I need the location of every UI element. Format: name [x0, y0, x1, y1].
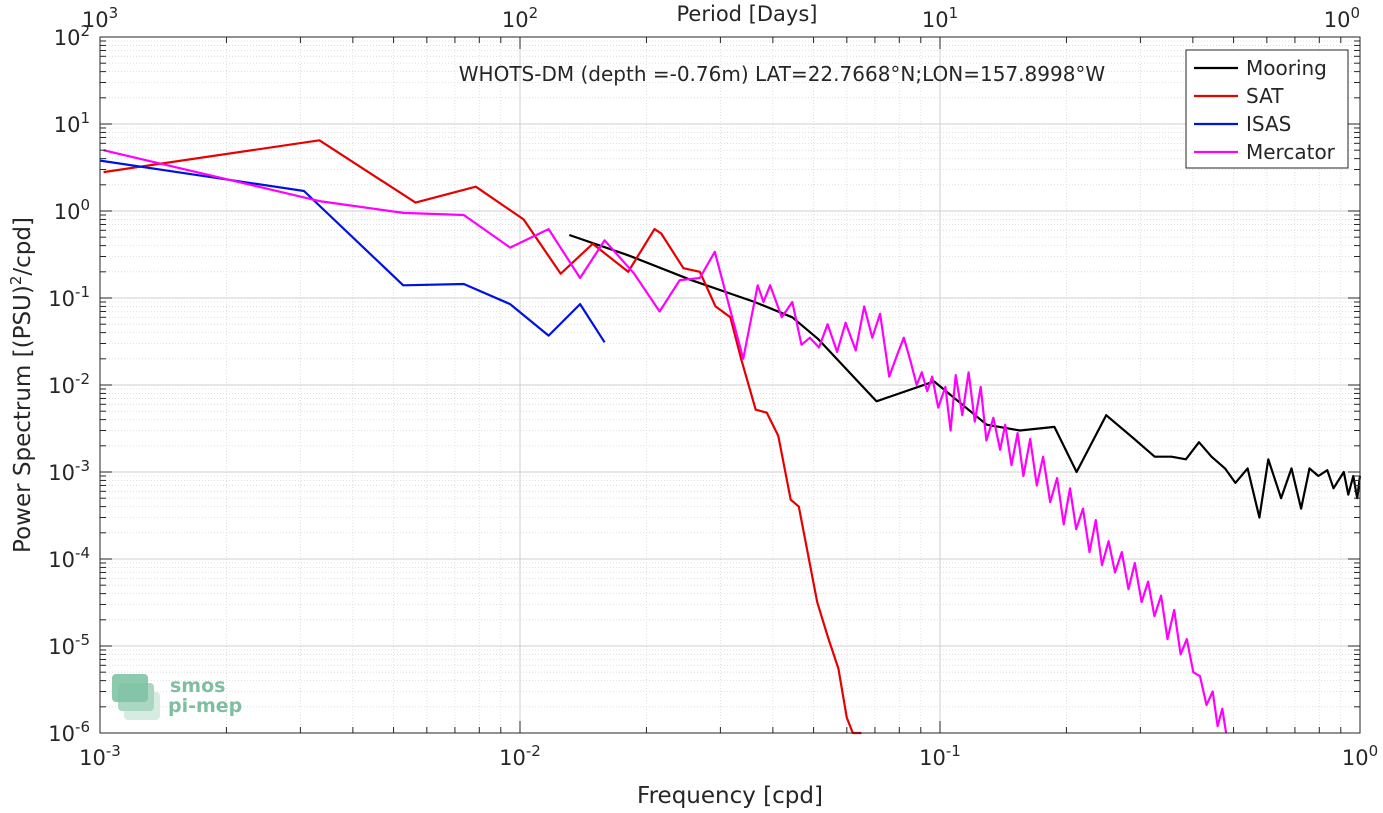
- series-line-isas: [99, 159, 606, 343]
- y-tick-label: 102: [54, 22, 90, 50]
- bottom-tick-labels: 10-3 10-2 10-1 100: [79, 742, 1378, 770]
- y-tick-label: 10-1: [48, 283, 90, 311]
- x-tick-label: 10-1: [919, 742, 961, 770]
- y-axis-label: Power Spectrum [(PSU)2/cpd]: [7, 217, 36, 553]
- tick-marks: [99, 36, 1361, 734]
- legend-label-sat: SAT: [1246, 84, 1284, 108]
- series-line-mercator: [103, 149, 1228, 734]
- series-layer: [99, 139, 1362, 735]
- y-tick-label: 10-5: [48, 631, 90, 659]
- smos-pi-mep-logo: smos pi-mep: [112, 674, 242, 720]
- legend-box: [1185, 49, 1349, 169]
- y-tick-label: 101: [54, 109, 90, 137]
- chart-title: WHOTS-DM (depth =-0.76m) LAT=22.7668°N;L…: [459, 62, 1106, 86]
- y-tick-label: 10-4: [48, 544, 90, 572]
- logo-text-smos: smos: [170, 675, 225, 697]
- y-tick-labels: 102 101 100 10-1 10-2 10-3 10-4 10-5 10-6: [48, 22, 90, 746]
- x-axis-label: Frequency [cpd]: [637, 783, 823, 809]
- legend: Mooring SAT ISAS Mercator: [1185, 49, 1349, 169]
- y-tick-label: 10-6: [48, 718, 90, 746]
- x-tick-label: 100: [1342, 742, 1378, 770]
- logo-text-pi-mep: pi-mep: [168, 695, 242, 717]
- top-tick-label: 103: [82, 4, 118, 32]
- top-tick-label: 102: [502, 4, 538, 32]
- y-tick-label: 10-3: [48, 457, 90, 485]
- y-tick-label: 10-2: [48, 370, 90, 398]
- x-tick-label: 10-2: [499, 742, 541, 770]
- legend-items: Mooring SAT ISAS Mercator: [1194, 56, 1336, 164]
- x-tick-label: 10-3: [79, 742, 121, 770]
- top-axis-label: Period [Days]: [677, 2, 818, 26]
- series-line-mooring: [568, 233, 1362, 519]
- logo-layer-front: [112, 674, 148, 702]
- series-line-sat: [103, 139, 862, 735]
- y-axis-label-main: Power Spectrum [(PSU): [10, 285, 36, 553]
- top-tick-label: 100: [1324, 4, 1360, 32]
- legend-label-mercator: Mercator: [1246, 140, 1336, 164]
- legend-label-mooring: Mooring: [1246, 56, 1327, 80]
- y-axis-label-sup: 2: [7, 276, 25, 286]
- top-tick-labels: 103 102 101 100: [82, 4, 1360, 32]
- top-tick-label: 101: [922, 4, 958, 32]
- y-axis-label-tail: /cpd]: [10, 217, 36, 276]
- legend-label-isas: ISAS: [1246, 112, 1291, 136]
- y-tick-label: 100: [54, 196, 90, 224]
